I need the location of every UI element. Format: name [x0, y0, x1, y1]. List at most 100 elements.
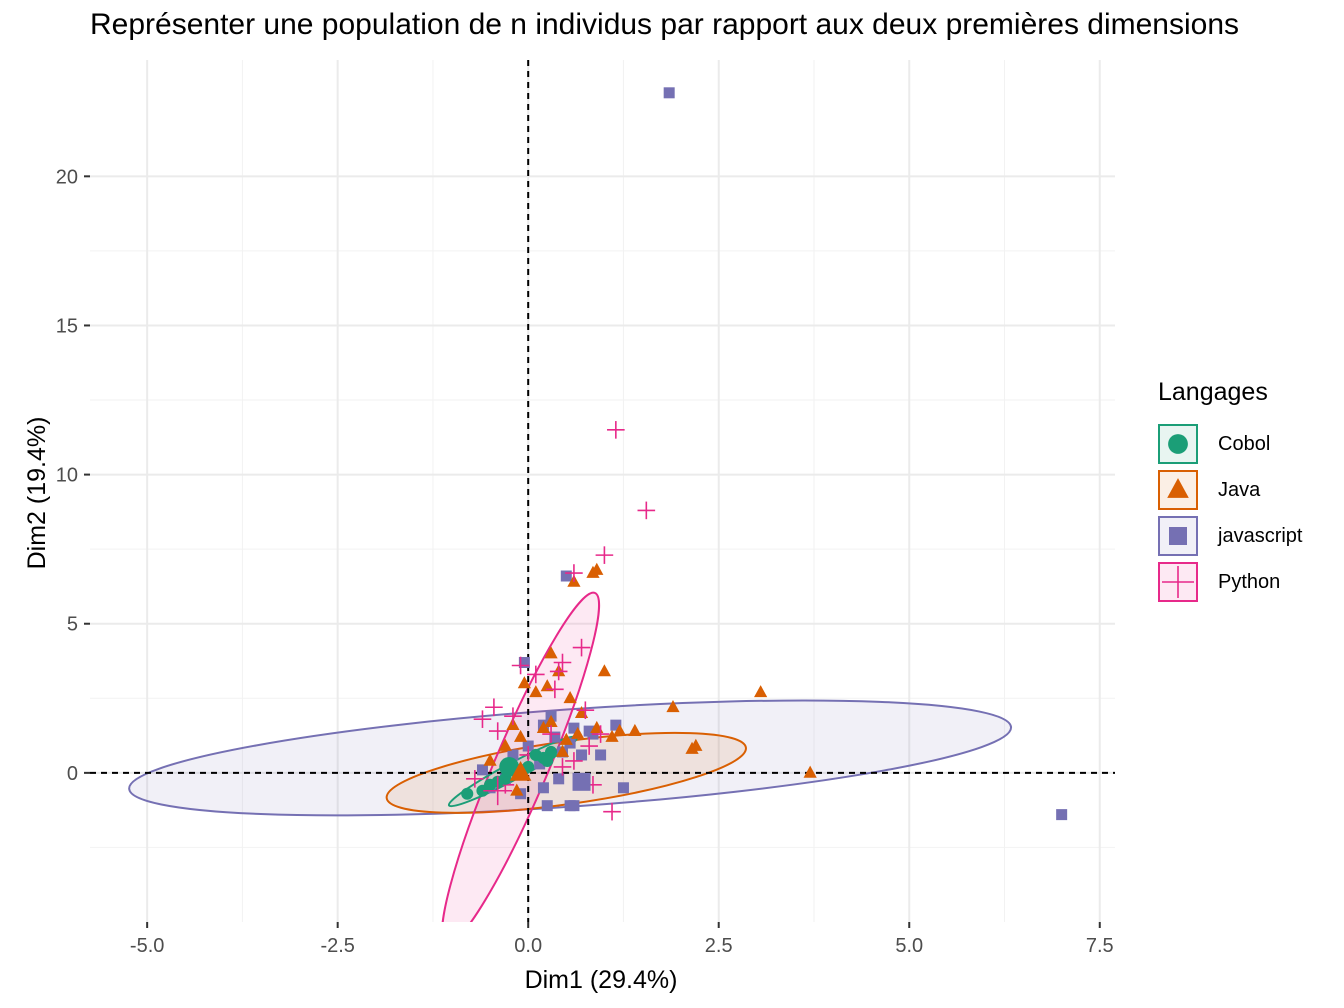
- legend-symbol-cobol: [1168, 434, 1188, 454]
- point-javascript: [507, 749, 519, 761]
- grid-major: [90, 60, 1115, 922]
- point-python: [546, 680, 564, 699]
- point-java: [555, 744, 570, 757]
- point-python: [466, 770, 484, 788]
- point-cobol: [461, 787, 474, 800]
- legend-symbol-icon: [1169, 527, 1187, 545]
- point-javascript: [1056, 809, 1068, 821]
- point-java: [597, 664, 612, 677]
- y-tick-label: 20: [56, 166, 78, 188]
- x-tick-label: 7.5: [1086, 935, 1114, 957]
- point-python: [473, 710, 492, 728]
- point-python: [542, 725, 560, 743]
- point-javascript: [663, 87, 675, 99]
- x-tick-label: 2.5: [705, 935, 733, 957]
- point-python: [607, 421, 625, 439]
- point-python: [580, 737, 598, 755]
- legend-item-javascript: javascript: [1158, 513, 1302, 559]
- legend-symbol-javascript: [1169, 527, 1187, 545]
- point-python: [595, 546, 614, 564]
- legend-symbol-python: [1162, 566, 1194, 598]
- point-javascript: [610, 719, 622, 731]
- point-java: [666, 699, 680, 713]
- legend-label: javascript: [1218, 524, 1303, 547]
- point-javascript: [522, 740, 534, 752]
- point-java: [498, 738, 512, 751]
- point-java: [483, 753, 497, 766]
- centroid-java: [509, 760, 532, 781]
- y-tick-label: 15: [56, 315, 78, 337]
- centroid-cobol: [499, 756, 520, 777]
- point-java: [628, 723, 642, 736]
- group-centroids: [483, 756, 591, 806]
- point-python: [504, 707, 522, 725]
- legend-key-java: [1158, 470, 1198, 510]
- legend-label: Cobol: [1218, 432, 1271, 455]
- point-java: [586, 565, 600, 578]
- point-cobol: [476, 784, 489, 797]
- point-cobol: [541, 754, 554, 767]
- legend-label: Java: [1218, 478, 1261, 501]
- legend-symbol-java: [1167, 478, 1189, 498]
- point-javascript: [541, 800, 553, 812]
- point-javascript: [476, 764, 488, 776]
- point-javascript: [576, 749, 588, 761]
- point-java: [685, 741, 699, 754]
- point-python: [485, 698, 503, 717]
- point-java: [536, 720, 551, 733]
- grid-minor: [90, 60, 1115, 922]
- legend-symbol-icon: [1168, 434, 1188, 454]
- centroid-javascript: [572, 772, 591, 791]
- point-javascript: [518, 657, 530, 669]
- point-java: [571, 726, 585, 739]
- point-java: [513, 729, 528, 742]
- chart-title: Représenter une population de n individu…: [90, 8, 1240, 41]
- x-tick-label: -2.5: [320, 935, 354, 957]
- point-javascript: [549, 731, 561, 743]
- point-javascript: [617, 782, 629, 794]
- point-java: [613, 723, 627, 736]
- x-tick-label: 5.0: [895, 935, 923, 957]
- point-java: [563, 691, 577, 704]
- point-java: [559, 732, 573, 745]
- y-axis-title: Dim2 (19.4%): [23, 417, 51, 570]
- point-java: [510, 783, 524, 796]
- legend-item-python: Python: [1158, 559, 1302, 605]
- point-java: [540, 679, 554, 692]
- point-python: [637, 501, 656, 520]
- point-python: [488, 722, 507, 740]
- point-java: [517, 676, 531, 689]
- point-python: [553, 653, 572, 672]
- confidence-ellipses: [128, 591, 1013, 922]
- legend-title: Langages: [1158, 378, 1268, 406]
- point-python: [572, 638, 591, 657]
- point-python: [565, 564, 583, 582]
- point-python: [511, 656, 530, 675]
- point-java: [544, 646, 558, 659]
- y-tick-label: 5: [67, 614, 78, 636]
- x-tick-label: -5.0: [130, 935, 164, 957]
- point-java: [754, 685, 768, 698]
- x-axis-title: Dim1 (29.4%): [525, 966, 678, 994]
- legend: Langages Cobol Java javascript Python: [1158, 378, 1302, 605]
- legend-item-cobol: Cobol: [1158, 421, 1302, 467]
- centroid-python: [483, 776, 513, 806]
- y-tick-label: 10: [56, 465, 78, 487]
- legend-item-java: Java: [1158, 467, 1302, 513]
- point-java: [605, 729, 619, 742]
- legend-key-javascript: [1158, 516, 1198, 556]
- axes: -5.0 -2.5 0.0 2.5 5.0 7.5 0 5 10 15 20: [56, 166, 1114, 957]
- legend-symbol-icon: [1167, 478, 1189, 498]
- legend-key-cobol: [1158, 424, 1198, 464]
- point-python: [553, 758, 572, 776]
- point-javascript: [568, 722, 580, 734]
- point-python: [549, 662, 568, 681]
- point-python: [576, 701, 595, 720]
- point-javascript: [534, 758, 546, 770]
- point-javascript: [568, 800, 580, 812]
- point-python: [591, 725, 610, 743]
- point-python: [565, 752, 583, 770]
- point-python: [527, 665, 545, 684]
- point-javascript: [537, 782, 549, 794]
